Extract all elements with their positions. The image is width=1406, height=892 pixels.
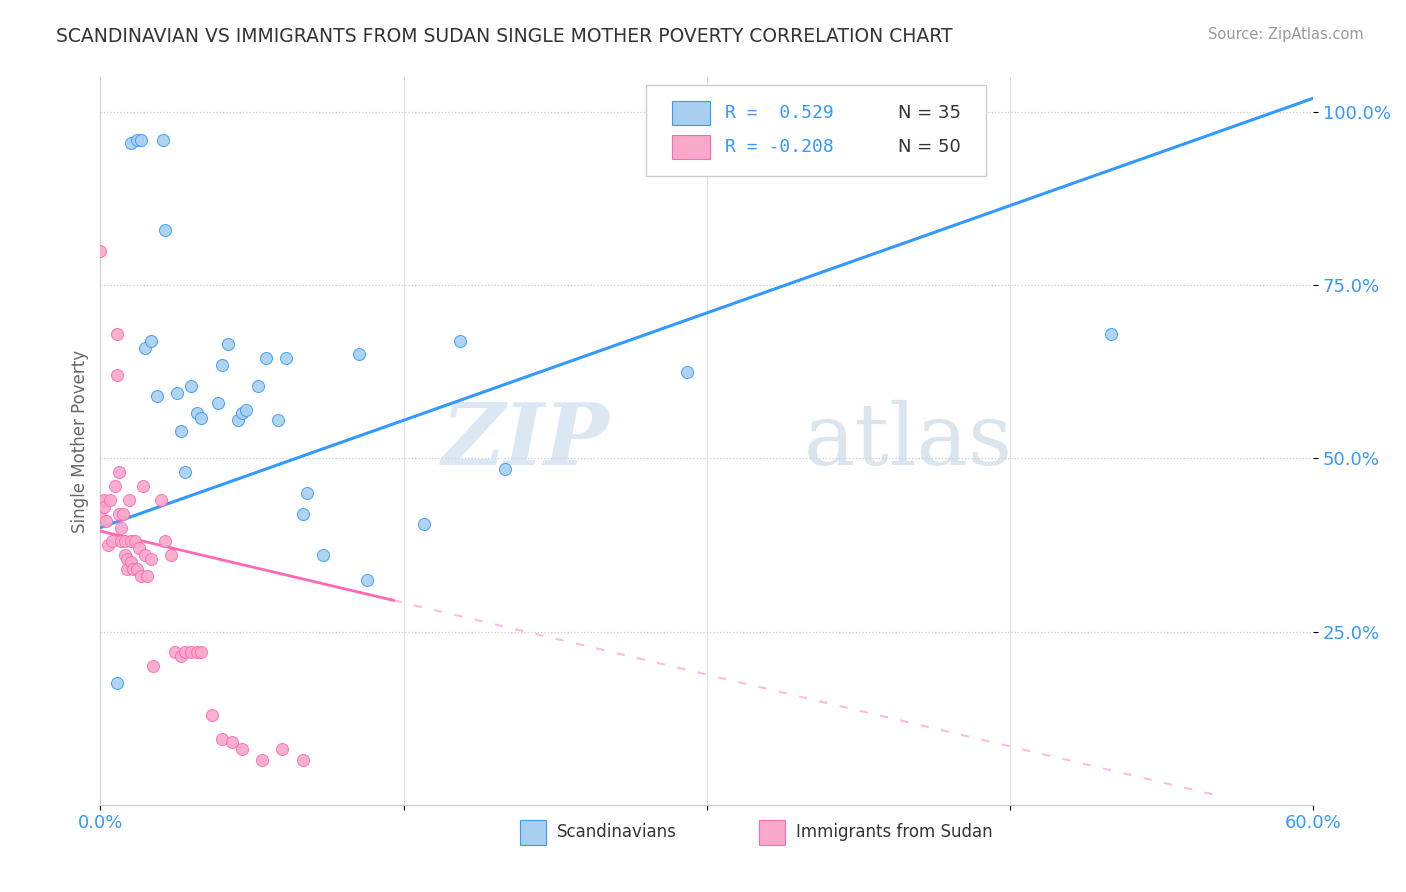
Point	[494, 462, 516, 476]
Point	[160, 549, 183, 563]
Point	[89, 244, 111, 258]
Text: R = -0.208: R = -0.208	[725, 138, 834, 156]
Point	[170, 648, 193, 663]
FancyBboxPatch shape	[672, 135, 710, 159]
Point	[115, 562, 138, 576]
Point	[412, 517, 434, 532]
Point	[1099, 326, 1122, 341]
Text: N = 35: N = 35	[898, 103, 962, 121]
Point	[139, 551, 162, 566]
FancyBboxPatch shape	[647, 85, 986, 176]
Point	[125, 133, 148, 147]
Point	[129, 133, 152, 147]
Point	[170, 424, 193, 438]
Point	[190, 411, 212, 425]
Point	[128, 541, 150, 556]
Point	[174, 645, 197, 659]
Point	[153, 223, 176, 237]
Point	[129, 569, 152, 583]
Point	[254, 351, 277, 365]
Point	[89, 496, 111, 510]
Point	[101, 534, 124, 549]
Text: Source: ZipAtlas.com: Source: ZipAtlas.com	[1208, 27, 1364, 42]
Point	[180, 378, 202, 392]
Point	[132, 479, 155, 493]
Point	[250, 753, 273, 767]
Text: SCANDINAVIAN VS IMMIGRANTS FROM SUDAN SINGLE MOTHER POVERTY CORRELATION CHART: SCANDINAVIAN VS IMMIGRANTS FROM SUDAN SI…	[56, 27, 953, 45]
Point	[165, 645, 187, 659]
Point	[93, 500, 115, 514]
Point	[114, 549, 136, 563]
Point	[110, 521, 132, 535]
Point	[267, 413, 290, 427]
Point	[295, 486, 318, 500]
Point	[231, 742, 253, 756]
Text: R =  0.529: R = 0.529	[725, 103, 834, 121]
Point	[134, 341, 156, 355]
Point	[221, 735, 243, 749]
Point	[247, 378, 270, 392]
Point	[105, 368, 128, 383]
Point	[105, 326, 128, 341]
Point	[190, 645, 212, 659]
Point	[186, 406, 208, 420]
Point	[89, 510, 111, 524]
Point	[231, 406, 253, 420]
Point	[121, 562, 143, 576]
Point	[153, 534, 176, 549]
Point	[200, 707, 222, 722]
Text: ZIP: ZIP	[441, 400, 610, 483]
Point	[97, 538, 120, 552]
Point	[120, 136, 142, 151]
Point	[207, 396, 229, 410]
Point	[312, 549, 335, 563]
Point	[291, 753, 314, 767]
Point	[110, 534, 132, 549]
Point	[105, 676, 128, 690]
Point	[217, 337, 239, 351]
Text: Scandinavians: Scandinavians	[557, 823, 676, 841]
Point	[124, 534, 146, 549]
Point	[675, 365, 697, 379]
Point	[111, 507, 134, 521]
Point	[226, 413, 249, 427]
Point	[291, 507, 314, 521]
Point	[146, 389, 169, 403]
Point	[152, 133, 174, 147]
Point	[100, 492, 122, 507]
Point	[211, 731, 233, 746]
Point	[186, 645, 208, 659]
Point	[120, 555, 142, 569]
Point	[271, 742, 294, 756]
Point	[235, 403, 257, 417]
Point	[114, 534, 136, 549]
Point	[166, 385, 188, 400]
Point	[150, 492, 173, 507]
Point	[211, 358, 233, 372]
Text: atlas: atlas	[804, 400, 1012, 483]
Point	[174, 465, 197, 479]
Point	[180, 645, 202, 659]
Point	[120, 534, 142, 549]
Text: Immigrants from Sudan: Immigrants from Sudan	[796, 823, 993, 841]
Point	[103, 479, 125, 493]
Point	[139, 334, 162, 348]
Point	[134, 549, 156, 563]
Point	[356, 573, 378, 587]
Point	[347, 347, 370, 361]
Point	[142, 659, 165, 673]
Point	[115, 551, 138, 566]
Point	[118, 492, 141, 507]
Point	[96, 514, 118, 528]
Text: N = 50: N = 50	[898, 138, 962, 156]
Point	[276, 351, 298, 365]
Point	[135, 569, 157, 583]
Point	[107, 465, 129, 479]
Point	[449, 334, 471, 348]
Point	[125, 562, 148, 576]
Y-axis label: Single Mother Poverty: Single Mother Poverty	[72, 350, 89, 533]
Point	[93, 492, 115, 507]
FancyBboxPatch shape	[672, 101, 710, 125]
Point	[107, 507, 129, 521]
